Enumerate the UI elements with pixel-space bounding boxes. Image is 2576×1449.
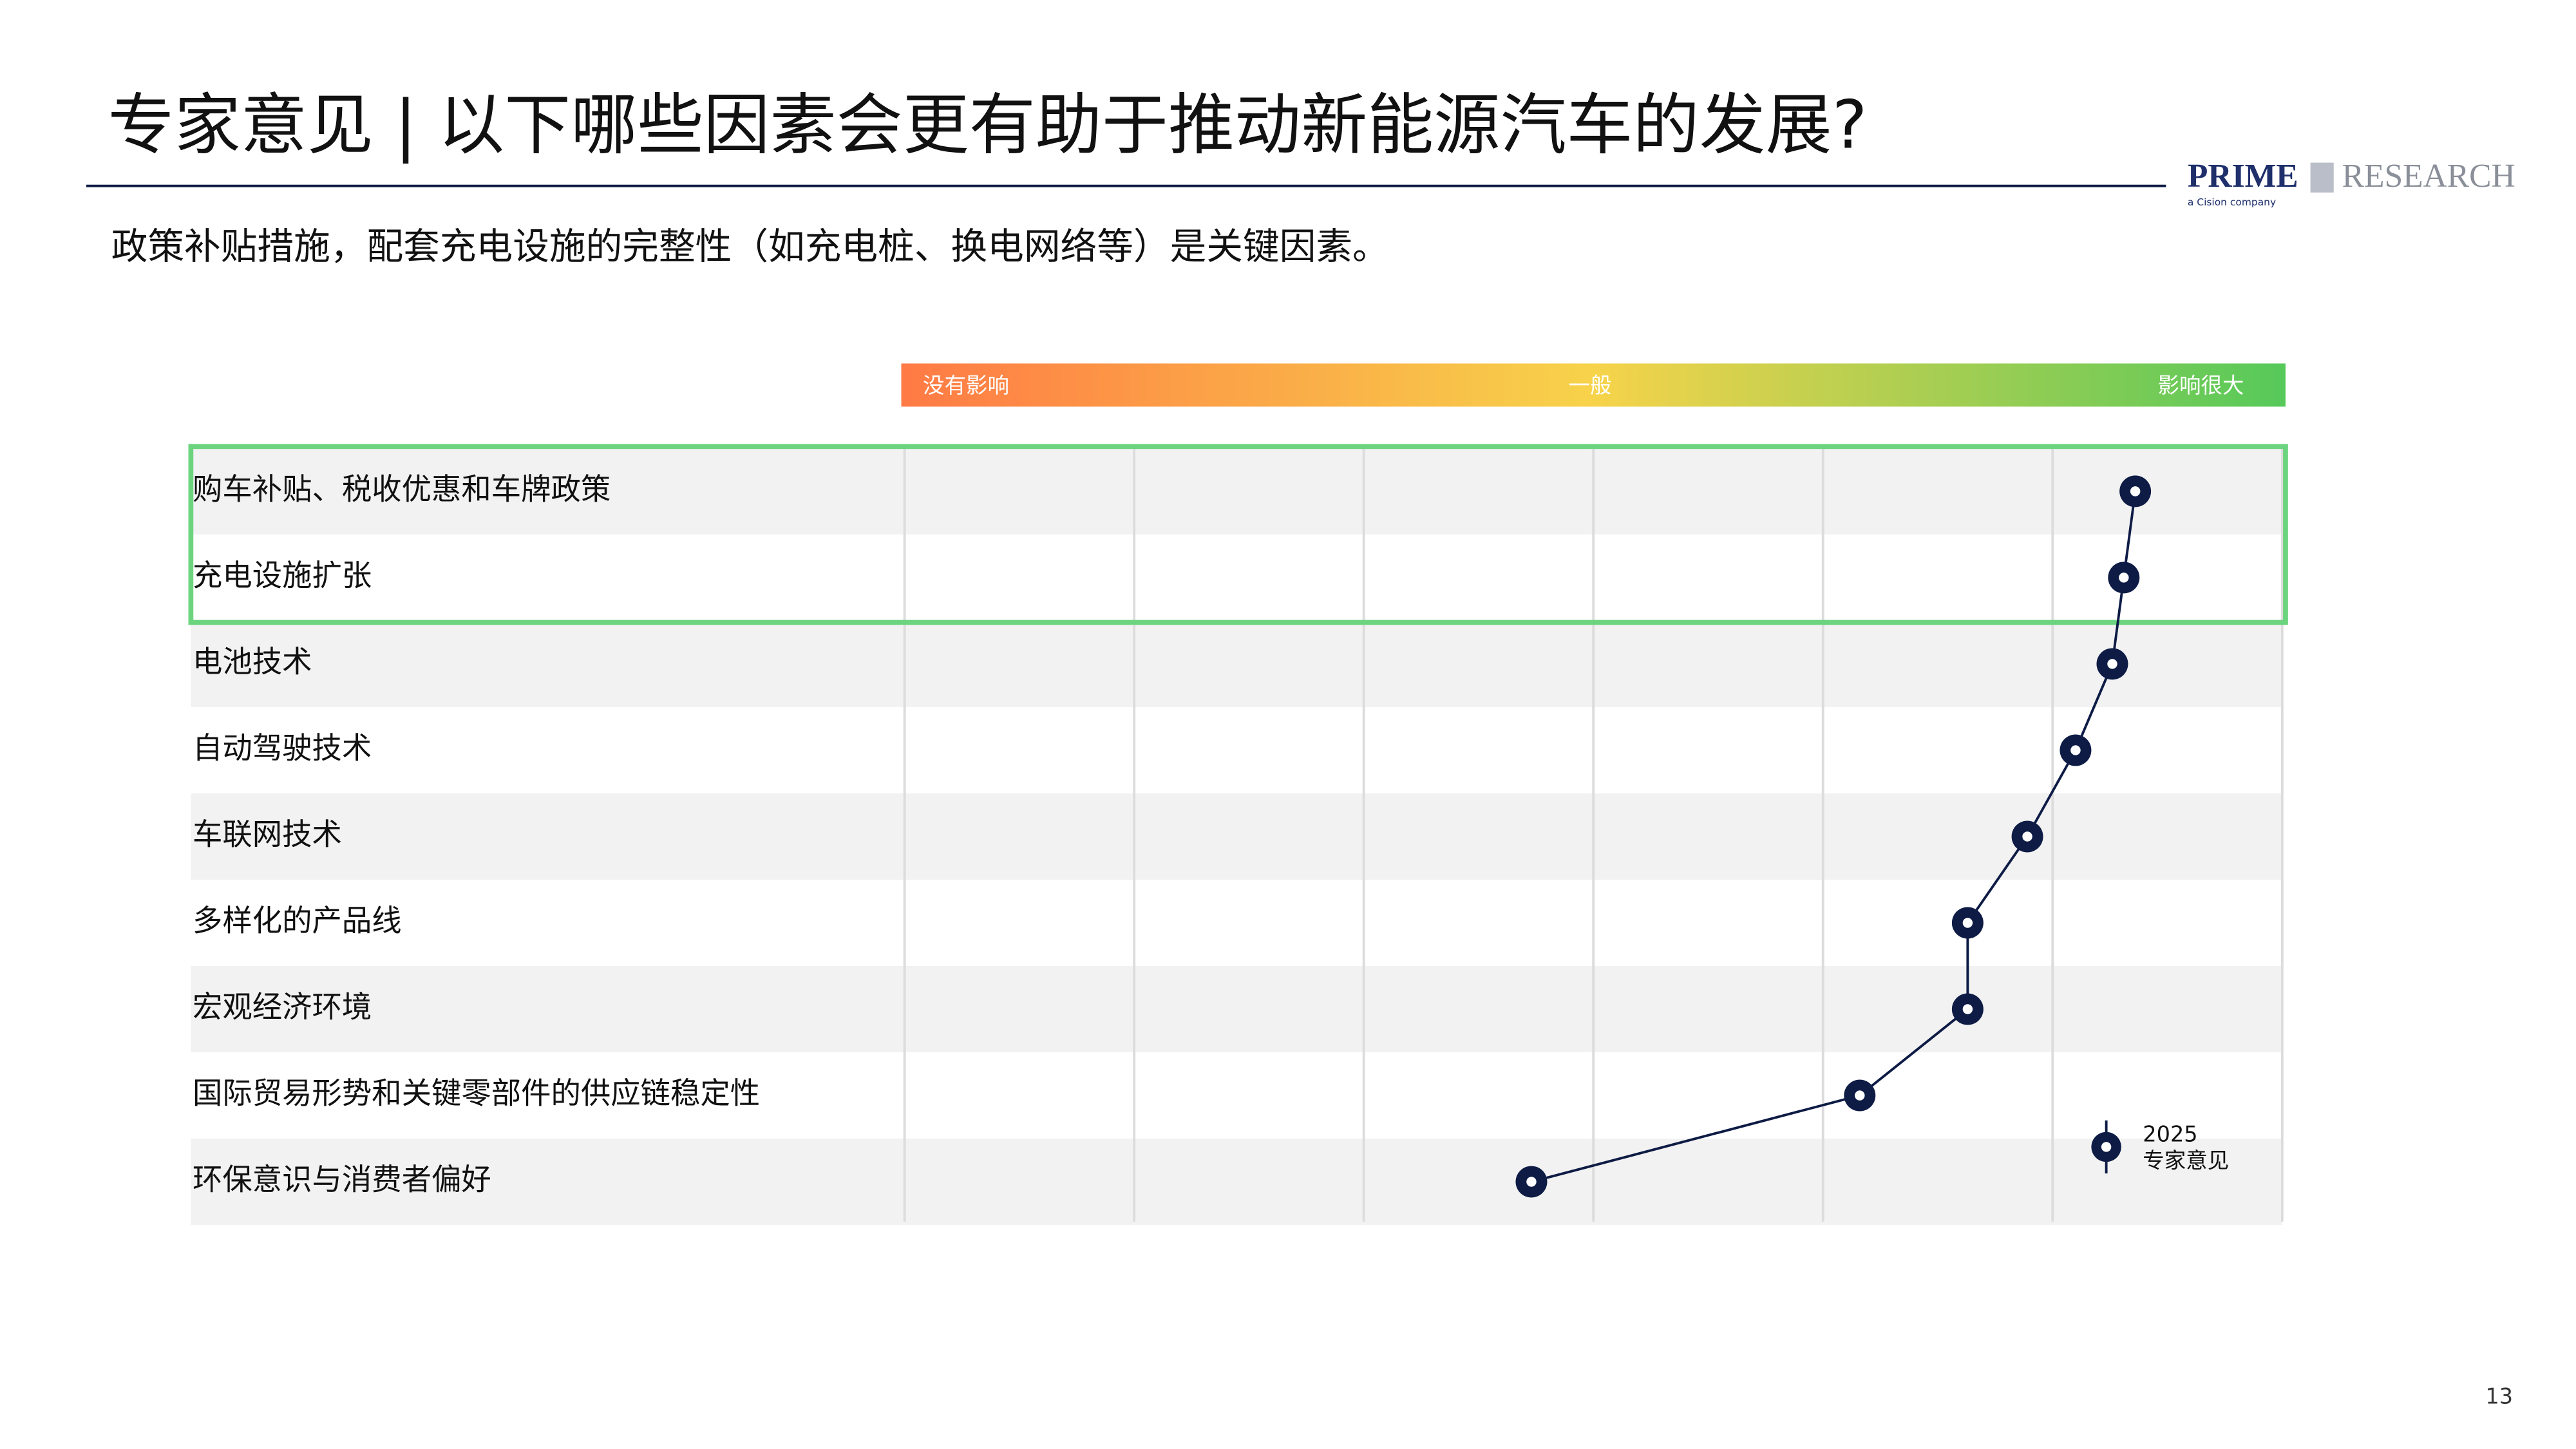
scale-label: 一般 bbox=[1569, 373, 1612, 398]
scale-label: 没有影响 bbox=[923, 373, 1009, 398]
category-label: 购车补贴、税收优惠和车牌政策 bbox=[193, 471, 611, 506]
category-label: 多样化的产品线 bbox=[193, 903, 402, 938]
category-label: 环保意识与消费者偏好 bbox=[193, 1162, 491, 1197]
logo-brand2: RESEARCH bbox=[2342, 158, 2515, 194]
legend-label: 2025 bbox=[2143, 1121, 2197, 1146]
row-band bbox=[191, 1052, 2282, 1139]
scale-label: 影响很大 bbox=[2158, 373, 2244, 398]
dot-center bbox=[1962, 918, 1973, 928]
dot-center bbox=[1855, 1090, 1865, 1101]
row-band bbox=[191, 448, 2282, 535]
dot-center bbox=[2130, 486, 2141, 497]
logo-tagline: a Cision company bbox=[2188, 196, 2276, 208]
highlight-box bbox=[188, 444, 2288, 625]
row-band bbox=[191, 534, 2282, 621]
row-band bbox=[191, 706, 2282, 793]
dot-center bbox=[2107, 659, 2117, 669]
row-band bbox=[191, 1139, 2282, 1226]
logo-brand: PRIME bbox=[2188, 158, 2298, 194]
scale-bar bbox=[901, 363, 2286, 407]
row-band bbox=[191, 793, 2282, 880]
title: 专家意见 | 以下哪些因素会更有助于推动新能源汽车的发展? bbox=[108, 86, 1868, 164]
dot-center bbox=[2022, 831, 2032, 842]
dot-center bbox=[2070, 745, 2081, 755]
row-band bbox=[191, 879, 2282, 966]
dot-center bbox=[1526, 1177, 1537, 1187]
legend-dot-center bbox=[2101, 1142, 2112, 1152]
category-label: 国际贸易形势和关键零部件的供应链稳定性 bbox=[193, 1076, 760, 1111]
category-label: 车联网技术 bbox=[193, 817, 342, 851]
category-label: 宏观经济环境 bbox=[193, 990, 372, 1025]
category-label: 自动驾驶技术 bbox=[193, 730, 372, 765]
category-label: 电池技术 bbox=[193, 644, 312, 679]
dot-center bbox=[1962, 1004, 1973, 1014]
row-band bbox=[191, 620, 2282, 707]
legend-note: 专家意见 bbox=[2143, 1148, 2229, 1173]
logo-icon bbox=[2310, 162, 2334, 193]
page-number: 13 bbox=[2485, 1384, 2513, 1409]
subtitle: 政策补贴措施，配套充电设施的完整性（如充电桩、换电网络等）是关键因素。 bbox=[111, 225, 1389, 268]
dot-center bbox=[2119, 573, 2129, 583]
category-label: 充电设施扩张 bbox=[193, 558, 372, 592]
